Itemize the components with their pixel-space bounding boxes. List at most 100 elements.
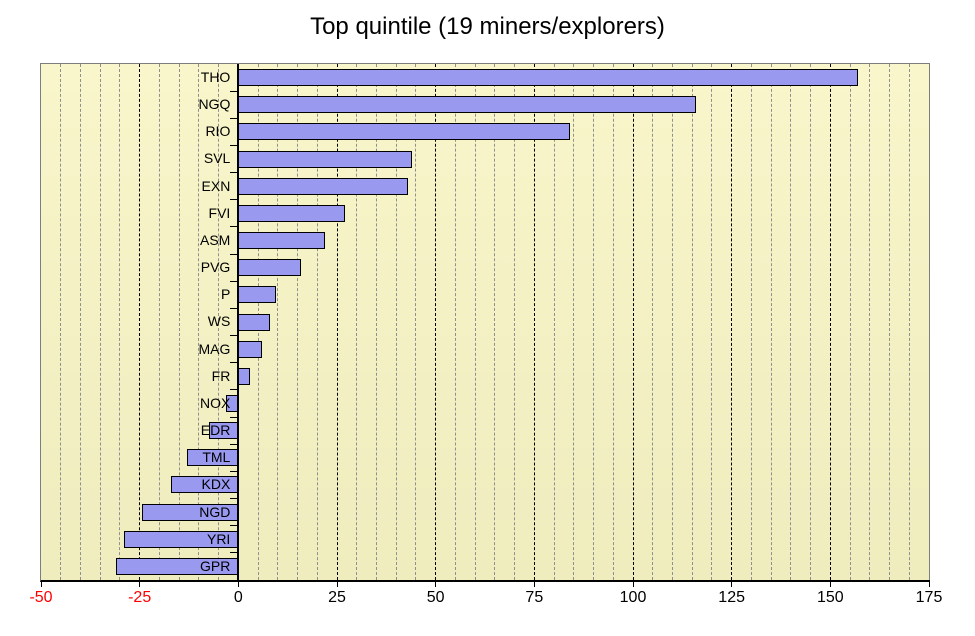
gridline-minor bbox=[356, 64, 358, 580]
gridline-minor bbox=[849, 64, 851, 580]
category-label: P bbox=[220, 286, 231, 303]
gridline-minor bbox=[218, 64, 220, 580]
category-tick bbox=[230, 416, 239, 418]
category-label: EXN bbox=[201, 177, 231, 194]
gridline-minor bbox=[494, 64, 496, 580]
bar-SVL bbox=[238, 150, 412, 168]
gridline-major bbox=[632, 64, 634, 580]
bar-P bbox=[238, 286, 276, 304]
category-label: MAG bbox=[198, 340, 231, 357]
x-tick-label: 50 bbox=[426, 589, 445, 606]
bar-WS bbox=[238, 313, 270, 331]
plot-area: THO NGQ RIO SVL EXN FVI ASM PVG P WS MAG FR NOX EDR TM… bbox=[29, 63, 942, 606]
x-tick-label: 150 bbox=[816, 589, 844, 606]
gridline-major bbox=[533, 64, 535, 580]
x-axis-tick bbox=[829, 580, 831, 587]
gridline-minor bbox=[277, 64, 279, 580]
gridline-minor bbox=[158, 64, 160, 580]
category-label: GPR bbox=[199, 557, 231, 574]
category-label: PVG bbox=[200, 259, 231, 276]
x-tick-label: 100 bbox=[619, 589, 647, 606]
gridline-minor bbox=[395, 64, 397, 580]
category-tick bbox=[230, 335, 239, 337]
gridline-minor bbox=[119, 64, 121, 580]
gridline-minor bbox=[593, 64, 595, 580]
x-axis-tick bbox=[139, 580, 141, 587]
category-tick bbox=[230, 117, 239, 119]
gridline-minor bbox=[514, 64, 516, 580]
category-tick bbox=[230, 552, 239, 554]
gridline-major bbox=[731, 64, 733, 580]
gridline-minor bbox=[454, 64, 456, 580]
x-tick-label: 25 bbox=[328, 589, 346, 606]
gridline-major bbox=[435, 64, 437, 580]
bar-FVI bbox=[238, 204, 345, 222]
gridline-minor bbox=[573, 64, 575, 580]
gridline-major bbox=[139, 64, 141, 580]
bar-PVG bbox=[238, 259, 302, 277]
x-axis-tick bbox=[435, 580, 437, 587]
gridline-minor bbox=[297, 64, 299, 580]
x-axis-tick bbox=[731, 580, 733, 587]
x-axis-tick bbox=[40, 580, 42, 587]
x-tick-label: 75 bbox=[525, 589, 544, 606]
gridline-minor bbox=[810, 64, 812, 580]
gridline-minor bbox=[889, 64, 891, 580]
x-axis-tick bbox=[237, 580, 239, 587]
chart-title: Top quintile (19 miners/explorers) bbox=[310, 13, 665, 40]
category-label: ASM bbox=[199, 231, 231, 248]
category-label: KDX bbox=[201, 476, 231, 493]
gridline-minor bbox=[869, 64, 871, 580]
category-tick bbox=[230, 498, 239, 500]
bar-THO bbox=[238, 69, 858, 87]
category-tick bbox=[230, 253, 239, 255]
x-axis-tick bbox=[632, 580, 634, 587]
bar-ASM bbox=[238, 232, 326, 250]
category-tick bbox=[230, 307, 239, 309]
category-label: NGD bbox=[199, 503, 231, 520]
category-tick bbox=[230, 144, 239, 146]
gridline-minor bbox=[375, 64, 377, 580]
category-tick bbox=[230, 470, 239, 472]
gridline-minor bbox=[79, 64, 81, 580]
category-label: FR bbox=[211, 367, 231, 384]
gridline-major bbox=[336, 64, 338, 580]
category-label: FVI bbox=[208, 204, 231, 221]
category-label: SVL bbox=[203, 150, 231, 167]
category-tick bbox=[230, 172, 239, 174]
category-label: RIO bbox=[205, 123, 231, 140]
bar-EXN bbox=[238, 177, 409, 195]
category-tick bbox=[230, 443, 239, 445]
category-label: WS bbox=[207, 313, 231, 330]
x-axis-tick bbox=[533, 580, 535, 587]
gridline-minor bbox=[652, 64, 654, 580]
x-tick-label: -50 bbox=[29, 589, 53, 606]
category-tick bbox=[230, 389, 239, 391]
gridline-minor bbox=[198, 64, 200, 580]
category-tick bbox=[230, 199, 239, 201]
bar-FR bbox=[238, 367, 251, 385]
gridline-minor bbox=[691, 64, 693, 580]
x-axis-tick bbox=[928, 580, 930, 587]
x-tick-label: 125 bbox=[718, 589, 746, 606]
gridline-minor bbox=[60, 64, 62, 580]
bar-NGQ bbox=[238, 96, 697, 114]
category-label: NGQ bbox=[198, 96, 231, 113]
bar-MAG bbox=[238, 340, 262, 358]
x-axis-tick bbox=[336, 580, 338, 587]
gridline-minor bbox=[99, 64, 101, 580]
category-label: THO bbox=[200, 69, 231, 85]
x-tick-label: -25 bbox=[128, 589, 152, 606]
category-tick bbox=[230, 525, 239, 527]
category-tick bbox=[230, 362, 239, 364]
gridline-minor bbox=[671, 64, 673, 580]
gridline-minor bbox=[711, 64, 713, 580]
gridline-minor bbox=[178, 64, 180, 580]
category-label: TML bbox=[202, 449, 231, 466]
x-tick-label: 0 bbox=[233, 589, 243, 606]
category-tick bbox=[230, 280, 239, 282]
category-label: YRI bbox=[206, 530, 231, 547]
category-tick bbox=[230, 90, 239, 92]
gridline-minor bbox=[770, 64, 772, 580]
gridline-minor bbox=[316, 64, 318, 580]
